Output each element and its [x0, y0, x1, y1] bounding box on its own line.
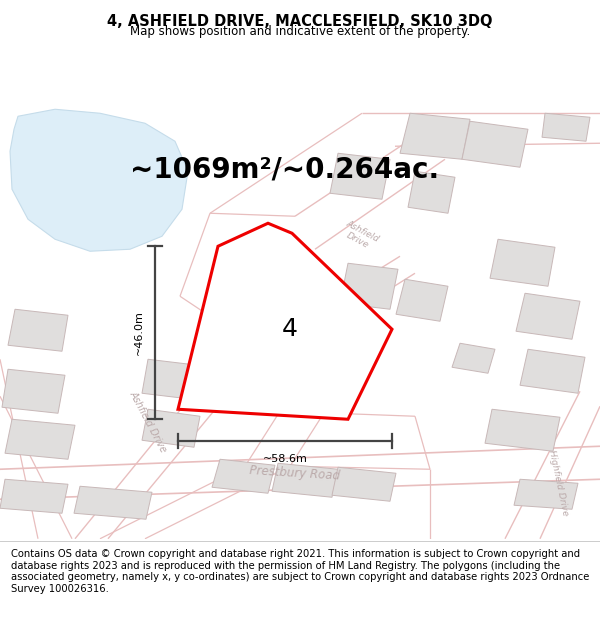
Text: 4: 4	[282, 318, 298, 341]
Text: ~58.6m: ~58.6m	[263, 454, 307, 464]
Polygon shape	[408, 171, 455, 213]
Polygon shape	[490, 239, 555, 286]
Text: 4, ASHFIELD DRIVE, MACCLESFIELD, SK10 3DQ: 4, ASHFIELD DRIVE, MACCLESFIELD, SK10 3D…	[107, 14, 493, 29]
Text: ~46.0m: ~46.0m	[134, 310, 144, 355]
Polygon shape	[272, 463, 338, 498]
Polygon shape	[142, 359, 198, 399]
Text: Highfield Drive: Highfield Drive	[547, 449, 569, 517]
Polygon shape	[2, 369, 65, 413]
Text: Ashfield Drive: Ashfield Drive	[128, 389, 169, 454]
Polygon shape	[485, 409, 560, 451]
Polygon shape	[340, 263, 398, 309]
Polygon shape	[330, 153, 390, 199]
Text: Contains OS data © Crown copyright and database right 2021. This information is : Contains OS data © Crown copyright and d…	[11, 549, 589, 594]
Text: Prestbury Road: Prestbury Road	[250, 464, 341, 482]
Polygon shape	[542, 113, 590, 141]
Polygon shape	[5, 419, 75, 459]
Polygon shape	[400, 113, 470, 159]
Text: Map shows position and indicative extent of the property.: Map shows position and indicative extent…	[130, 26, 470, 39]
Polygon shape	[0, 479, 68, 513]
Polygon shape	[178, 223, 392, 419]
Polygon shape	[142, 409, 200, 447]
Polygon shape	[8, 309, 68, 351]
Polygon shape	[212, 459, 275, 493]
Polygon shape	[462, 121, 528, 168]
Polygon shape	[520, 349, 585, 393]
Polygon shape	[74, 486, 152, 519]
Polygon shape	[332, 468, 396, 501]
Polygon shape	[396, 279, 448, 321]
Text: ~1069m²/~0.264ac.: ~1069m²/~0.264ac.	[130, 155, 440, 183]
Polygon shape	[516, 293, 580, 339]
Polygon shape	[452, 343, 495, 373]
Polygon shape	[514, 479, 578, 509]
Text: Ashfield
Drive: Ashfield Drive	[340, 219, 380, 253]
Polygon shape	[10, 109, 188, 251]
